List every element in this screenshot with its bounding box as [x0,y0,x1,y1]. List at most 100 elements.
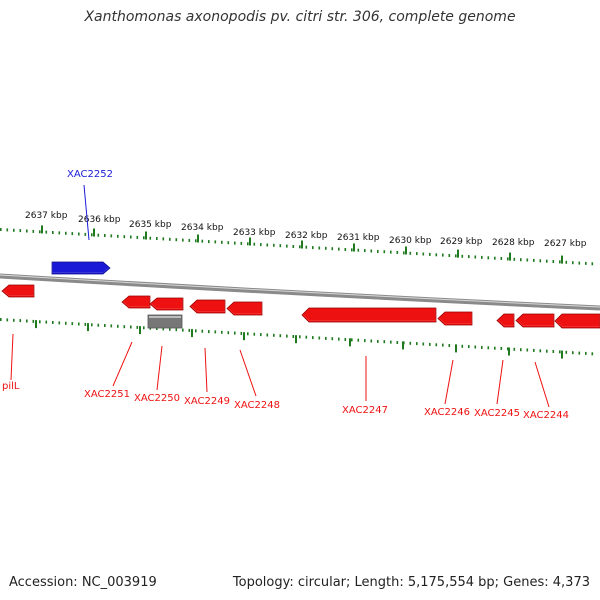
top-minor-tick [318,246,321,250]
gene-label[interactable]: pilL [2,381,20,392]
top-minor-tick [546,259,548,263]
xac2244-gene-shape[interactable] [515,312,555,328]
bottom-minor-tick [325,336,327,340]
top-minor-tick [97,233,100,237]
top-minor-tick [208,240,210,244]
xac2244-extension-gene-shape[interactable] [554,312,600,329]
gene-label[interactable]: XAC2252 [67,169,113,180]
genome-title: Xanthomonas axonopodis pv. citri str. 30… [84,9,516,25]
bottom-minor-tick [468,345,470,349]
bottom-minor-tick [110,324,113,328]
top-minor-tick [188,238,191,242]
bottom-major-tick [87,323,89,332]
scale-label: 2636 kbp [78,215,121,225]
top-minor-tick [84,232,87,236]
bottom-minor-tick [526,348,529,352]
xac2252-arrow [51,261,111,275]
genes-layer [1,260,600,329]
xac2252-gene-shape[interactable] [51,260,111,275]
bottom-minor-tick [26,319,28,323]
bottom-minor-tick [234,331,236,335]
top-minor-tick [494,256,496,260]
xac2248-gene-shape[interactable] [226,300,263,316]
bottom-major-tick [295,335,297,344]
gene-label[interactable]: XAC2245 [474,408,520,419]
top-minor-tick [266,243,269,247]
bottom-minor-tick [559,350,561,354]
top-minor-tick [156,237,158,240]
top-minor-tick [513,257,516,261]
top-minor-tick [253,242,256,246]
bottom-minor-tick [364,339,366,343]
bottom-minor-tick [533,348,535,352]
top-minor-tick [13,228,15,232]
top-minor-tick [383,250,386,254]
bottom-minor-tick [422,342,425,346]
bottom-minor-tick [565,350,568,354]
gene-label[interactable]: XAC2249 [184,396,230,407]
bottom-minor-tick [227,331,230,335]
xac2251-gene-shape[interactable] [121,294,151,309]
bottom-minor-tick [169,327,171,331]
gene-label[interactable]: XAC2250 [134,393,180,404]
bottom-major-tick [139,326,141,335]
gene-label[interactable]: XAC2246 [424,407,470,418]
top-minor-tick [39,230,41,234]
scale-label: 2629 kbp [440,237,483,247]
bottom-minor-tick [390,340,392,344]
xac2250-highlight [149,296,184,309]
top-major-tick [301,240,303,249]
bottom-minor-tick [286,334,288,338]
gene-label[interactable]: XAC2251 [84,389,130,400]
bottom-minor-tick [448,344,451,347]
top-minor-tick [448,254,451,257]
top-minor-tick [585,261,587,265]
xac2250-arrow [149,297,184,311]
gene-leader-line [10,333,14,381]
top-minor-tick [214,240,217,244]
top-minor-tick [344,248,347,251]
gene-leader-line [496,359,504,405]
top-minor-tick [435,253,438,257]
gene-label[interactable]: XAC2247 [342,405,388,416]
top-minor-tick [292,245,295,248]
xac2250-gene-shape[interactable] [149,296,184,311]
xac2244-highlight [515,312,555,326]
top-minor-tick [507,257,509,261]
top-minor-tick [279,244,282,248]
bottom-minor-tick [429,342,431,346]
gray-feature-box[interactable] [147,314,183,329]
top-minor-tick [526,258,529,262]
gene-label[interactable]: XAC2244 [523,410,569,421]
top-minor-tick [357,248,360,252]
bottom-minor-tick [377,339,379,343]
top-major-tick [93,228,95,237]
pill-gene-shape[interactable] [1,283,35,298]
top-major-tick [41,225,43,234]
scale-label: 2635 kbp [129,220,172,230]
bottom-minor-tick [513,347,516,351]
xac2245-gene-shape[interactable] [496,312,515,328]
backbone-line [0,273,600,311]
xac2247-gene-shape[interactable] [301,306,437,323]
pill-highlight [1,283,35,296]
gray-feature-highlight [149,316,181,318]
xac2246-gene-shape[interactable] [437,310,473,326]
gene-label-layer: XAC2252 pilL XAC2251 XAC2250 XAC2249 XAC2248 X… [2,169,569,421]
bottom-major-tick [35,320,37,329]
xac2244-extension-highlight [554,312,600,327]
top-minor-tick [520,258,522,262]
gene-label[interactable]: XAC2248 [234,400,280,411]
bottom-minor-tick [539,349,542,353]
top-minor-tick [331,247,334,251]
bottom-minor-tick [474,345,477,349]
bottom-minor-tick [175,328,178,332]
accession-text: Accession: NC_003919 [9,575,157,590]
bottom-major-tick [402,341,404,350]
bottom-minor-tick [97,323,100,327]
bottom-minor-tick [279,334,282,338]
bottom-minor-tick [292,335,295,338]
xac2248-highlight [226,300,263,314]
top-minor-tick [175,238,178,242]
xac2249-gene-shape[interactable] [189,298,226,314]
